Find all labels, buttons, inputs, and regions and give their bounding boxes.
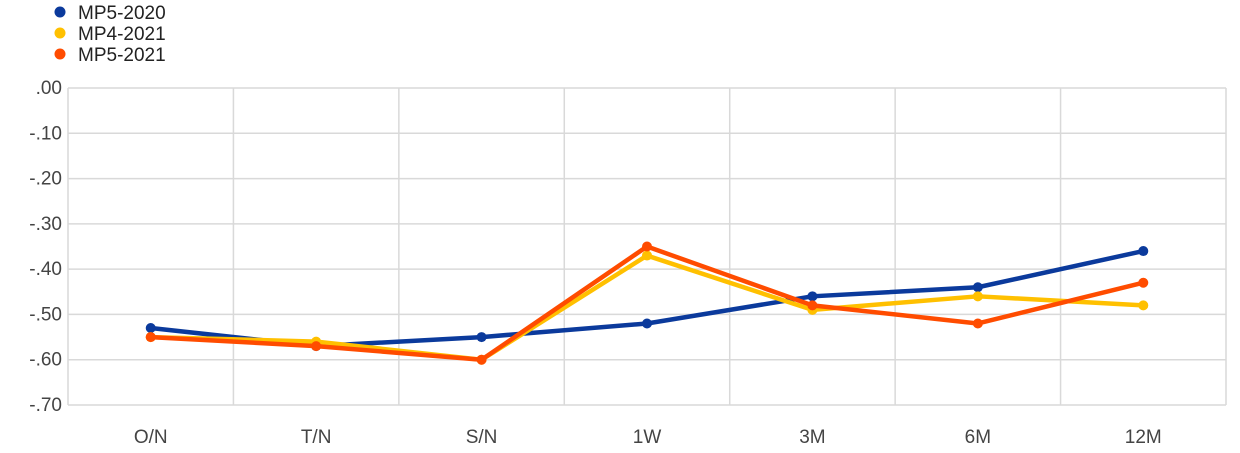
y-tick-label: -.70 xyxy=(29,395,62,416)
y-tick-label: -.20 xyxy=(29,169,62,190)
data-point xyxy=(642,318,652,329)
data-point xyxy=(476,354,487,365)
legend-label: MP4-2021 xyxy=(78,24,166,45)
legend-marker xyxy=(54,6,66,18)
legend-item: MP5-2020 xyxy=(54,3,166,24)
x-tick-label: O/N xyxy=(134,427,168,448)
y-tick-label: -.50 xyxy=(29,304,62,325)
legend-marker xyxy=(54,48,66,60)
data-point xyxy=(972,291,983,302)
data-point xyxy=(642,250,652,261)
legend-item: MP4-2021 xyxy=(54,24,166,45)
legend-item: MP5-2021 xyxy=(54,45,166,66)
x-axis-ticks: O/N T/N S/N 1W 3M 6M 12M xyxy=(134,427,1162,448)
series-lines xyxy=(145,241,1149,365)
data-point xyxy=(642,241,652,252)
data-point xyxy=(807,300,818,311)
x-tick-label: S/N xyxy=(466,427,498,448)
series-MP4-2021 xyxy=(145,250,1149,365)
x-tick-label: 12M xyxy=(1125,427,1162,448)
data-point xyxy=(972,282,983,293)
data-point xyxy=(1138,277,1149,288)
y-tick-label: -.40 xyxy=(29,259,62,280)
data-point xyxy=(145,323,156,334)
data-point xyxy=(145,332,156,343)
x-tick-label: 3M xyxy=(799,427,825,448)
y-tick-label: .00 xyxy=(36,78,62,99)
data-point xyxy=(476,332,487,343)
y-tick-label: -.30 xyxy=(29,214,62,235)
data-point xyxy=(972,318,983,329)
data-point xyxy=(1138,300,1149,311)
series-MP5-2021 xyxy=(145,241,1149,365)
legend-label: MP5-2020 xyxy=(78,3,166,24)
data-point xyxy=(311,341,322,352)
y-tick-label: -.10 xyxy=(29,123,62,144)
y-tick-label: -.60 xyxy=(29,350,62,371)
x-tick-label: T/N xyxy=(301,427,332,448)
gridlines xyxy=(67,87,1227,406)
data-point xyxy=(807,291,818,302)
data-point xyxy=(1138,246,1149,257)
x-tick-label: 6M xyxy=(965,427,991,448)
x-tick-label: 1W xyxy=(633,427,662,448)
legend-label: MP5-2021 xyxy=(78,45,166,66)
legend-marker xyxy=(54,27,66,39)
y-axis-ticks: .00 -.10 -.20 -.30 -.40 -.50 -.60 -.70 xyxy=(29,78,62,416)
